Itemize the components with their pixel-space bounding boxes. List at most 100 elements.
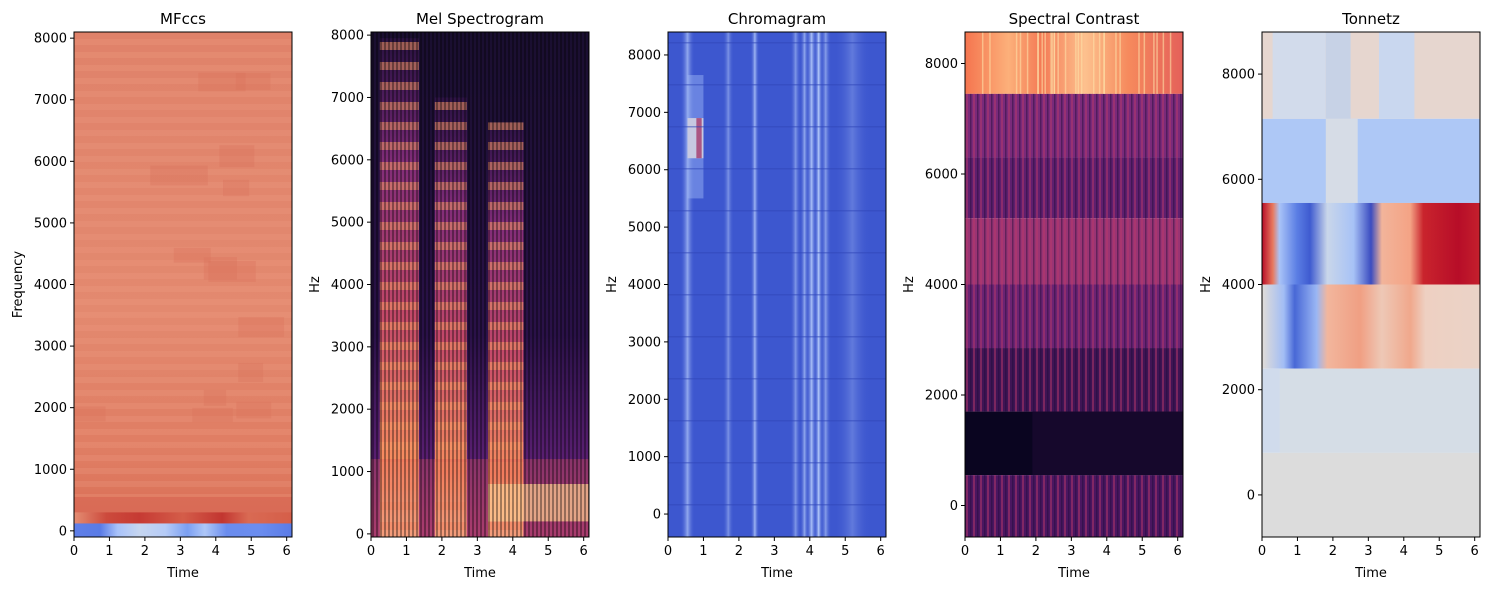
contrast-top-streak [1037, 32, 1039, 94]
mfcc-band-upper [74, 496, 292, 513]
contrast-top-streak [1050, 32, 1052, 94]
contrast-top-streak [1103, 32, 1105, 94]
contrast-top-streak [1075, 32, 1077, 94]
mel-spectrogram-title: Mel Spectrogram [416, 10, 544, 28]
x-tick-label: 6 [580, 544, 588, 559]
y-tick-label: 0 [950, 499, 958, 514]
mfccs-xlabel: Time [166, 566, 199, 581]
x-tick-label: 6 [877, 544, 885, 559]
tonnetz-row2-cell [1325, 118, 1358, 203]
mfccs-title: MFccs [160, 10, 206, 28]
x-tick-label: 4 [806, 544, 814, 559]
contrast-top-streak [1051, 32, 1053, 94]
contrast-top-streak [1119, 32, 1121, 94]
y-tick-label: 2000 [925, 389, 958, 404]
x-tick-label: 3 [770, 544, 778, 559]
mfccs-heatmap [74, 32, 292, 537]
x-tick-label: 4 [1400, 544, 1408, 559]
tonnetz-title: Tonnetz [1341, 10, 1400, 28]
contrast-top-streak [1064, 32, 1067, 94]
y-tick-label: 0 [59, 524, 67, 539]
x-tick-label: 0 [70, 544, 78, 559]
contrast-band [965, 32, 1183, 94]
mel-spectrogram-panel: Mel Spectrogram 0 1 2 3 4 5 6 Time 0 1000 2000 3000 4… [308, 10, 590, 581]
x-tick-label: 6 [1471, 544, 1479, 559]
y-tick-label: 0 [1247, 488, 1255, 503]
chroma-rows [668, 32, 886, 537]
contrast-band-texture [965, 475, 1183, 537]
x-tick-label: 5 [841, 544, 849, 559]
x-tick-label: 2 [141, 544, 149, 559]
y-tick-label: 2000 [1222, 383, 1255, 398]
tonnetz-row [1262, 284, 1480, 369]
mfcc-patch [238, 317, 285, 338]
mfcc-patch [203, 389, 227, 406]
y-tick-label: 6000 [34, 155, 67, 170]
tonnetz-top-cell [1272, 32, 1326, 119]
y-tick-label: 7000 [628, 106, 661, 121]
x-tick-label: 1 [105, 544, 113, 559]
tonnetz-row [1262, 202, 1480, 285]
mel-spectrogram-heatmap [371, 32, 589, 538]
mfcc-patch [208, 260, 256, 282]
y-tick-label: 8000 [331, 29, 364, 44]
y-tick-label: 3000 [331, 340, 364, 355]
x-tick-label: 5 [247, 544, 255, 559]
contrast-top-streak [1156, 32, 1158, 94]
x-tick-label: 3 [1067, 544, 1075, 559]
y-tick-label: 3000 [628, 335, 661, 350]
contrast-top-streak [1098, 32, 1101, 94]
contrast-band-texture [965, 284, 1183, 349]
contrast-top-streak [1080, 32, 1083, 94]
mel-spectrogram-xlabel: Time [463, 566, 496, 581]
chromagram-title: Chromagram [728, 10, 826, 28]
contrast-band-texture [965, 218, 1183, 285]
tonnetz-row [1262, 118, 1480, 203]
y-tick-label: 6000 [925, 167, 958, 182]
mfcc-band-bottom [74, 523, 292, 537]
y-tick-label: 8000 [34, 32, 67, 47]
x-tick-label: 1 [699, 544, 707, 559]
x-tick-label: 4 [509, 544, 517, 559]
chromagram-heatmap [668, 32, 886, 537]
contrast-top-streak [1143, 32, 1146, 94]
mfcc-patch [219, 145, 255, 168]
y-tick-label: 8000 [1222, 68, 1255, 83]
chromagram-ylabel: Hz [605, 276, 620, 293]
mfcc-patch [235, 73, 271, 90]
mfcc-patch [150, 165, 208, 186]
x-tick-label: 0 [961, 544, 969, 559]
contrast-band-texture [965, 93, 1183, 158]
mel-spectrogram-ylabel: Hz [308, 276, 323, 293]
y-tick-label: 7000 [34, 93, 67, 108]
y-tick-label: 2000 [331, 403, 364, 418]
spectral-contrast-heatmap [965, 32, 1183, 537]
y-tick-label: 2000 [34, 401, 67, 416]
contrast-top-streak [1077, 32, 1080, 94]
y-tick-label: 6000 [331, 153, 364, 168]
contrast-top-streak [1044, 32, 1046, 94]
x-tick-label: 1 [996, 544, 1004, 559]
x-tick-label: 5 [1435, 544, 1443, 559]
spectral-contrast-panel: Spectral Contrast 0 1 2 3 4 5 6 Time 0 2000 4000 600… [902, 10, 1184, 581]
x-tick-label: 2 [1329, 544, 1337, 559]
y-tick-label: 6000 [628, 163, 661, 178]
contrast-top-streak [1019, 32, 1022, 94]
tonnetz-panel: Tonnetz 0 1 2 3 4 5 6 Time 0 2000 4000 6000 8000 Hz [1199, 10, 1481, 581]
x-tick-label: 3 [473, 544, 481, 559]
y-tick-label: 4000 [925, 278, 958, 293]
spectral-contrast-ylabel: Hz [902, 276, 917, 293]
contrast-band-texture [965, 348, 1183, 412]
contrast-top-streak [1026, 32, 1029, 94]
y-tick-label: 3000 [34, 340, 67, 355]
x-tick-label: 0 [664, 544, 672, 559]
x-tick-label: 1 [1293, 544, 1301, 559]
x-tick-label: 2 [438, 544, 446, 559]
mfcc-band-low [74, 512, 292, 524]
contrast-top-streak [1115, 32, 1117, 94]
mfcc-patch [173, 247, 211, 263]
tonnetz-row5-cell [1279, 368, 1480, 453]
x-tick-label: 5 [1138, 544, 1146, 559]
contrast-top-streak [1015, 32, 1018, 94]
